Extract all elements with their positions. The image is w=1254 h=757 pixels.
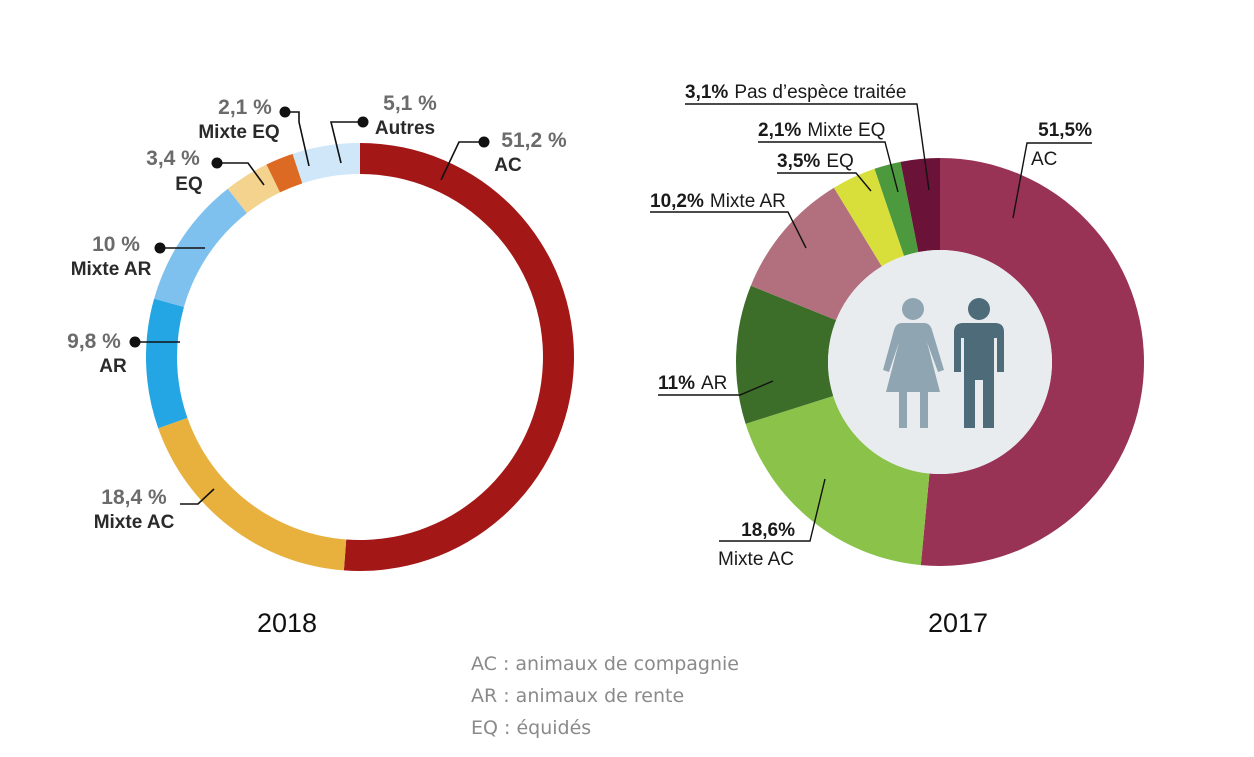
slice-2018-mixte-ac	[158, 417, 347, 571]
leader-dot-2018-mixte-eq	[279, 106, 291, 118]
value-label-2017-ac: 51,5%	[1038, 120, 1092, 141]
donut-2017	[736, 158, 1144, 566]
value-label-2017-eq: 3,5%	[777, 151, 820, 172]
value-label-2017-pas-d-espece-traitee: 3,1%	[685, 82, 728, 103]
chart-2018: 51,2 % AC 18,4 % Mixte AC 9,8 % AR 10 % Mixte A…	[67, 92, 574, 638]
category-label-2018-mixte-ac: Mixte AC	[94, 512, 175, 533]
leader-dot-2018-ar	[129, 336, 141, 348]
woman-icon	[883, 298, 944, 428]
category-label-2018-autres: Autres	[375, 118, 435, 139]
category-label-2018-eq: EQ	[175, 174, 202, 195]
slice-2018-mixte-eq	[266, 153, 303, 193]
legend-item-ar: AR : animaux de rente	[471, 685, 685, 707]
man-icon	[954, 298, 1004, 428]
leader-2018-ac	[440, 141, 484, 181]
value-label-2018-mixte-ac: 18,4 %	[101, 486, 167, 509]
chart-2017: 51,5% AC 18,6% Mixte AC 11% AR 10,2% Mixte AR 3,…	[650, 82, 1144, 638]
slice-2017-mixte-ar	[750, 187, 882, 321]
category-label-2018-ar: AR	[99, 356, 127, 377]
value-label-2018-autres: 5,1 %	[383, 92, 437, 115]
labels-2018: 51,2 % AC 18,4 % Mixte AC 9,8 % AR 10 % Mixte A…	[67, 92, 567, 533]
leader-dot-2018-mixte-ar	[154, 242, 166, 254]
category-label-2017-mixte-ar: Mixte AR	[710, 191, 786, 212]
leader-2017-mixte-ar	[650, 211, 807, 249]
slice-2018-autres	[292, 143, 360, 184]
year-label-2017: 2017	[928, 608, 988, 638]
category-label-2017-ac: AC	[1031, 149, 1057, 170]
leader-2017-pas-d-espece-traitee	[685, 103, 930, 191]
slice-2018-eq	[227, 164, 281, 214]
leader-2017-ar	[658, 380, 774, 396]
value-label-2017-mixte-eq: 2,1%	[758, 120, 801, 141]
slice-2017-mixte-ac	[745, 395, 930, 566]
leader-dot-2018-eq	[211, 157, 223, 169]
people-icons	[828, 250, 1052, 474]
leader-dot-2018-ac	[478, 136, 490, 148]
value-label-2018-ar: 9,8 %	[67, 330, 121, 353]
category-label-2017-mixte-ac: Mixte AC	[718, 549, 794, 570]
leader-2017-mixte-eq	[758, 141, 899, 193]
slice-2017-pas-d-espece-traitee	[900, 158, 940, 253]
leader-2018-mixte-ac	[180, 488, 215, 505]
value-label-2018-mixte-ar: 10 %	[92, 233, 140, 256]
slice-2017-mixte-eq	[874, 161, 919, 256]
category-label-2018-mixte-ar: Mixte AR	[71, 259, 152, 280]
slice-2017-eq	[833, 168, 905, 267]
category-label-2017-pas-d-espece-traitee: Pas d’espèce traitée	[734, 82, 906, 103]
year-label-2018: 2018	[257, 608, 317, 638]
slice-2017-ac	[920, 158, 1144, 566]
legend-item-eq: EQ : équidés	[471, 717, 592, 739]
slice-2017-ar	[736, 285, 837, 424]
slice-2018-ac	[343, 143, 574, 571]
leader-2017-ac	[1012, 142, 1092, 219]
legend-item-ac: AC : animaux de compagnie	[471, 653, 739, 675]
labels-2017: 51,5% AC 18,6% Mixte AC 11% AR 10,2% Mixte AR 3,…	[650, 82, 1092, 570]
category-label-2018-ac: AC	[494, 155, 522, 176]
category-label-2017-ar: AR	[701, 373, 727, 394]
value-label-2018-ac: 51,2 %	[501, 129, 567, 152]
value-label-2017-ar: 11%	[658, 373, 695, 394]
value-label-2017-mixte-ar: 10,2%	[650, 191, 704, 212]
leader-2018-mixte-eq	[285, 111, 310, 167]
category-label-2018-mixte-eq: Mixte EQ	[198, 122, 279, 143]
value-label-2018-eq: 3,4 %	[146, 147, 200, 170]
leader-2017-eq	[777, 172, 872, 192]
leader-lines-2018	[129, 106, 490, 505]
category-label-2017-mixte-eq: Mixte EQ	[807, 120, 885, 141]
value-label-2017-mixte-ac: 18,6%	[741, 520, 795, 541]
leader-dot-2018-autres	[357, 116, 369, 128]
slice-2018-ar	[146, 298, 188, 429]
leader-2018-autres	[329, 121, 363, 164]
value-label-2018-mixte-eq: 2,1 %	[218, 96, 272, 119]
leader-2017-mixte-ac	[719, 478, 826, 542]
leader-2018-eq	[217, 162, 265, 186]
leader-lines-2017	[650, 103, 1092, 542]
donut-2018	[146, 143, 574, 571]
category-label-2017-eq: EQ	[826, 151, 853, 172]
abbreviation-legend: AC : animaux de compagnie AR : animaux d…	[471, 648, 739, 744]
